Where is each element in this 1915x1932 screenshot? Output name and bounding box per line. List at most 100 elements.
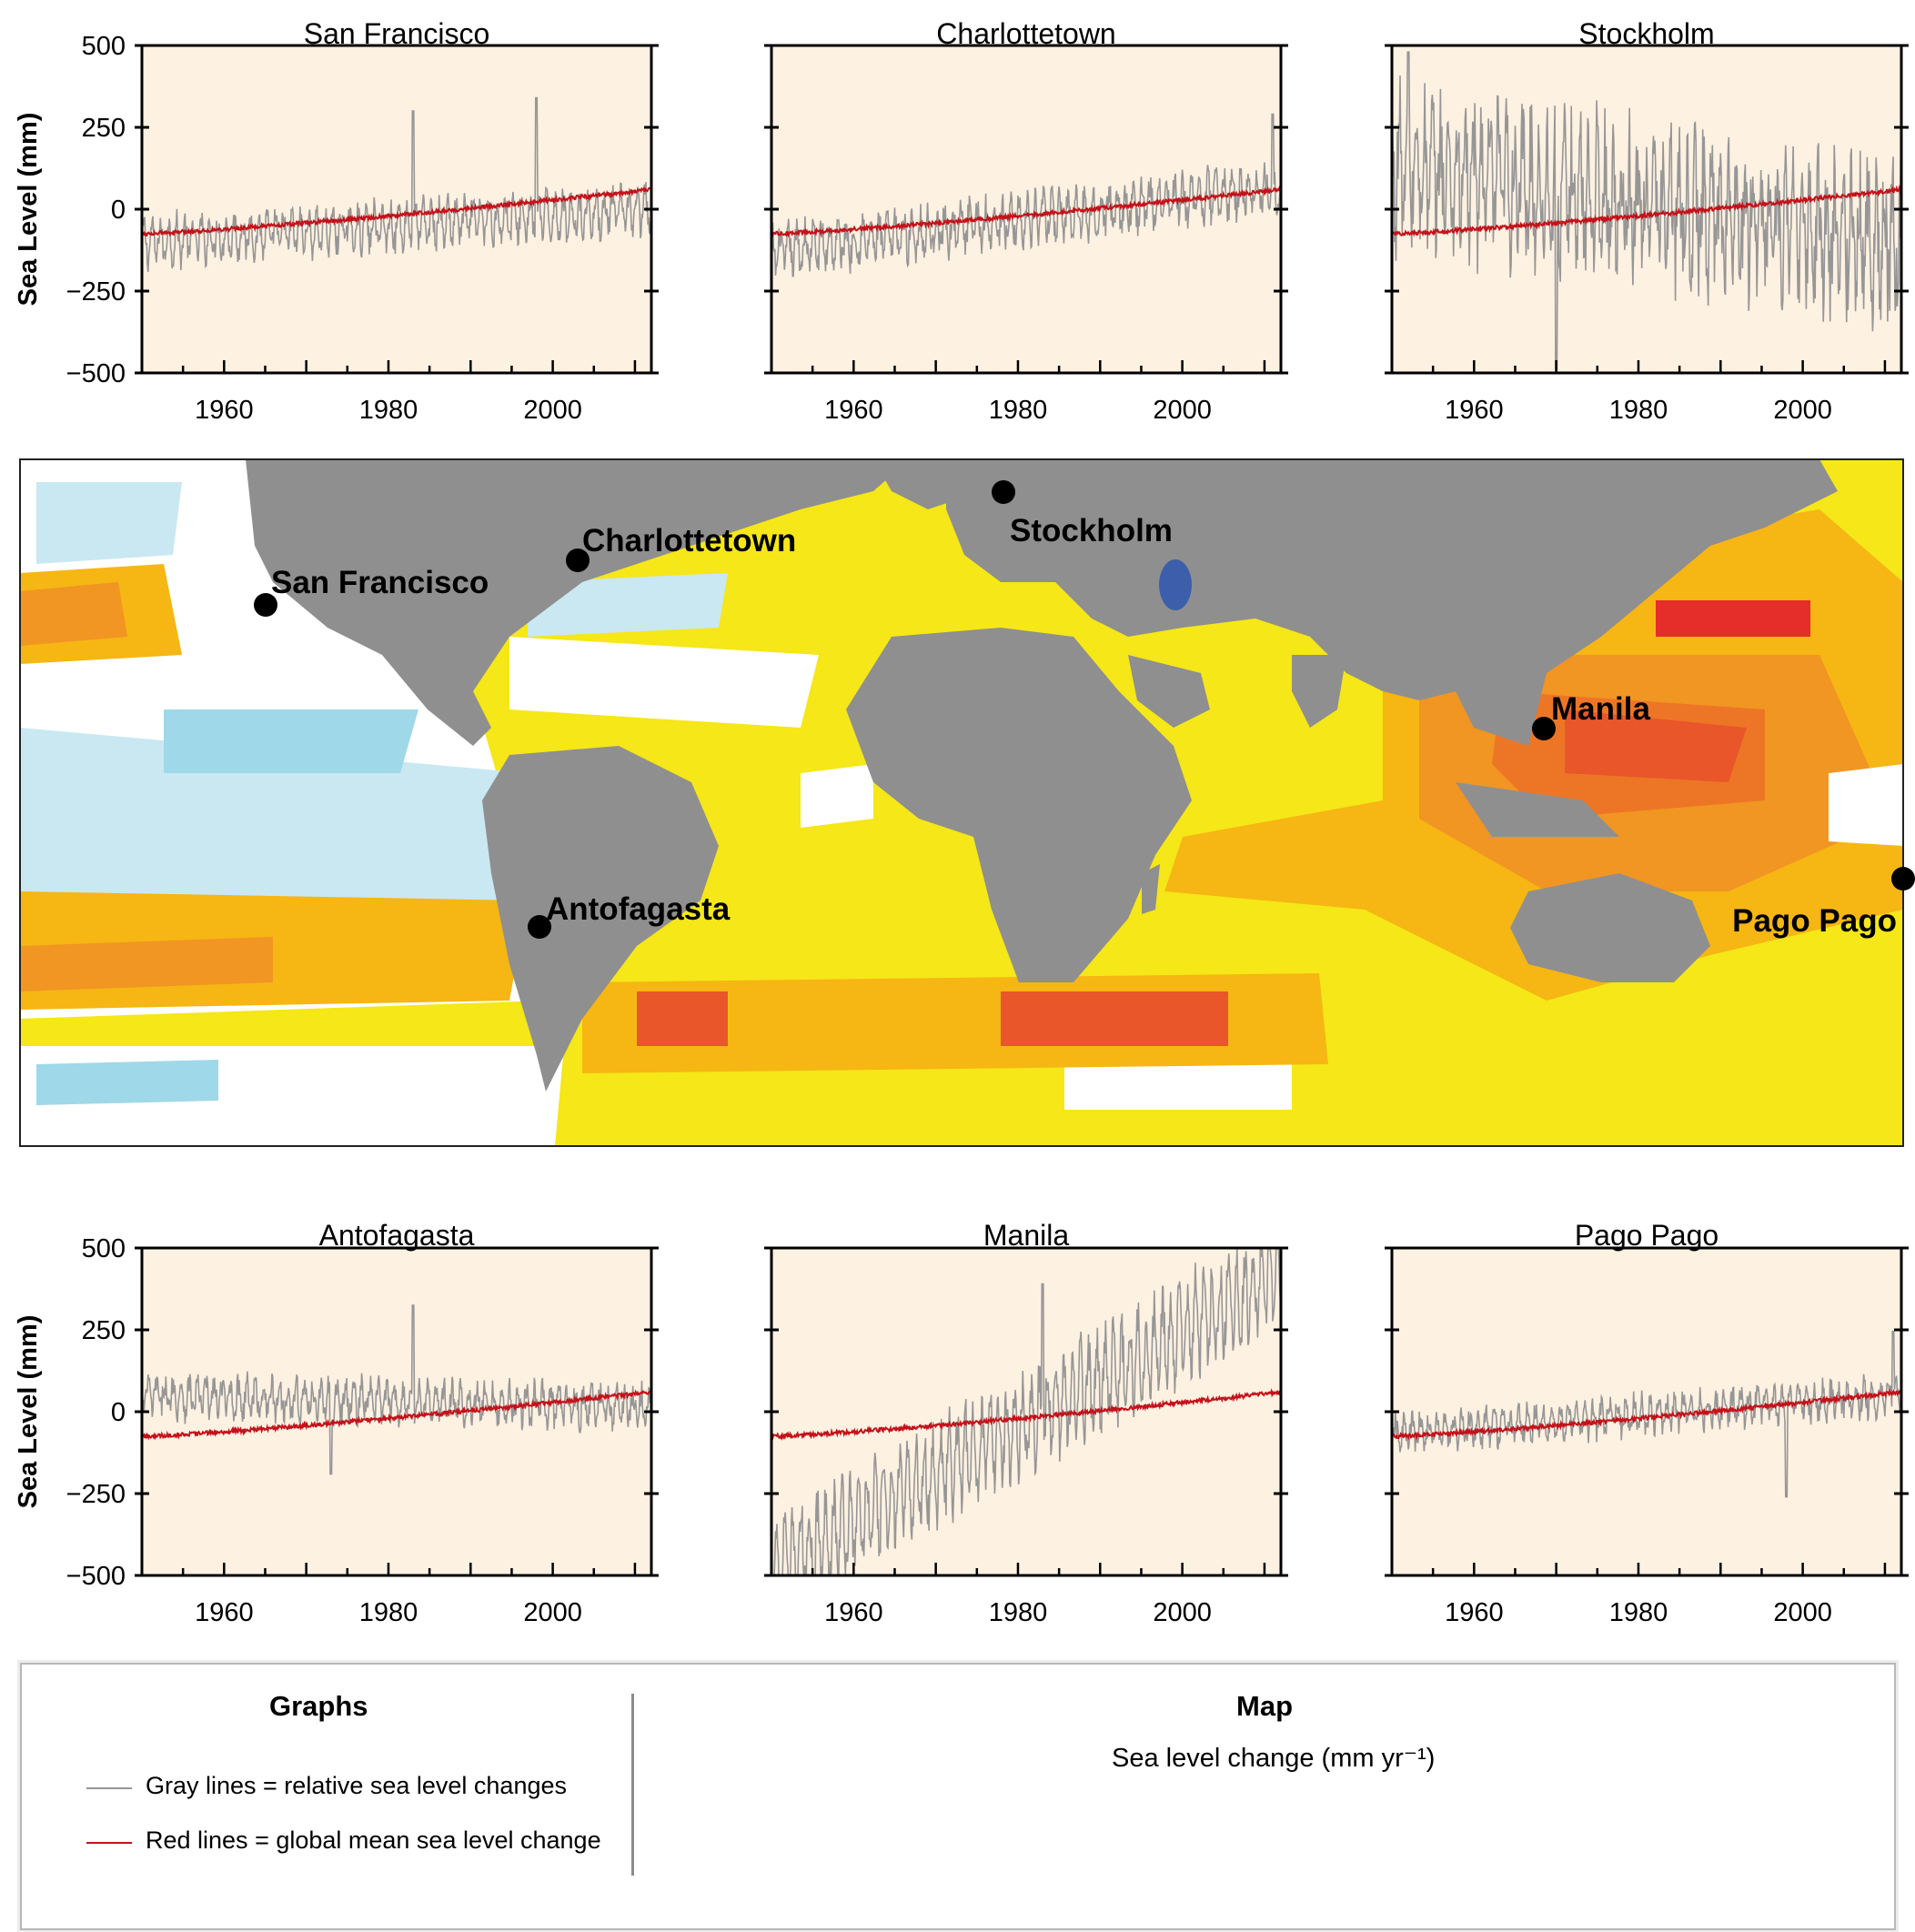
sea-level-region (1829, 764, 1903, 846)
relative-sea-level-line (1392, 51, 1901, 371)
city-marker (1532, 717, 1556, 740)
y-tick-label: 250 (82, 114, 126, 143)
y-tick-label: 500 (82, 32, 126, 61)
y-tick-label: 0 (111, 196, 126, 225)
chart-pago-pago: Pago Pago 1960 1980 2000 (1385, 1219, 1909, 1627)
city-san-francisco: San Francisco (254, 565, 489, 617)
x-tick-label: 1960 (1445, 1598, 1504, 1627)
x-tick-label: 2000 (1153, 396, 1212, 425)
x-tick-label: 2000 (1773, 1598, 1832, 1627)
plot-background (1392, 1248, 1901, 1575)
y-tick-label: −250 (66, 1480, 126, 1509)
relative-sea-level-line (1392, 1331, 1901, 1498)
landmass-madagascar (1142, 864, 1160, 914)
sea-level-region (20, 582, 127, 646)
landmass-australia (1510, 873, 1710, 982)
landmass-south-america (482, 746, 719, 1092)
city-label: Manila (1551, 691, 1650, 727)
chart-title: Pago Pago (1575, 1219, 1718, 1252)
x-tick-label: 1980 (989, 396, 1048, 425)
sea-level-region (528, 573, 728, 637)
city-marker (254, 593, 277, 617)
city-stockholm: Stockholm (992, 480, 1173, 548)
y-tick-label: 0 (111, 1398, 126, 1427)
x-tick-label: 1960 (824, 396, 883, 425)
y-tick-label: 500 (82, 1234, 126, 1263)
x-tick-label: 2000 (1153, 1598, 1212, 1627)
plot-background (142, 45, 651, 373)
city-manila: Manila (1532, 691, 1650, 740)
global-mean-sea-level-line (142, 186, 651, 237)
x-tick-label: 1960 (195, 396, 254, 425)
city-marker (566, 548, 590, 572)
y-tick-label: −500 (66, 1562, 126, 1591)
y-axis-label: Sea Level (mm) (14, 113, 43, 307)
city-label: Pago Pago (1732, 903, 1897, 939)
legend-red-swatch (86, 1842, 132, 1844)
chart-antofagasta: Antofagasta 500 250 0 −250 −500 1960 1980 2000 Se… (14, 1219, 659, 1627)
relative-sea-level-line (771, 113, 1281, 277)
landmass-arabia (1128, 655, 1210, 728)
x-tick-label: 1960 (195, 1598, 254, 1627)
city-antofagasta: Antofagasta (528, 891, 731, 939)
landmass-africa (846, 628, 1192, 982)
x-tick-label: 1980 (1609, 1598, 1668, 1627)
caspian-sea (1159, 559, 1192, 610)
legend-gray-swatch (86, 1787, 132, 1789)
x-tick-label: 1980 (359, 1598, 418, 1627)
global-mean-sea-level-line (1392, 1387, 1901, 1441)
relative-sea-level-line (773, 1248, 1281, 1575)
city-marker (1891, 867, 1915, 891)
city-label: Stockholm (1010, 513, 1173, 548)
city-pago-pago: Pago Pago (1732, 867, 1915, 939)
city-label: Charlottetown (582, 523, 796, 558)
x-tick-label: 1960 (1445, 396, 1504, 425)
landmass-eurasia (946, 459, 1838, 746)
x-tick-label: 1980 (359, 396, 418, 425)
y-axis-label: Sea Level (mm) (14, 1315, 43, 1509)
landmass-north-america (136, 459, 910, 746)
legend-map-heading: Map (1236, 1690, 1293, 1722)
global-mean-sea-level-line (771, 1388, 1281, 1441)
city-label: Antofagasta (546, 891, 731, 927)
city-charlottetown: Charlottetown (566, 523, 796, 572)
x-tick-label: 2000 (523, 396, 582, 425)
chart-title: Antofagasta (319, 1219, 475, 1252)
sea-level-region (637, 991, 728, 1046)
legend-red-label: Red lines = global mean sea level change (146, 1826, 601, 1854)
sea-level-region (1656, 600, 1810, 637)
landmass-indonesia (1456, 782, 1619, 837)
y-tick-label: 250 (82, 1316, 126, 1345)
sea-level-region (164, 709, 418, 773)
x-tick-label: 1960 (824, 1598, 883, 1627)
sea-level-region (1565, 709, 1747, 782)
chart-manila: Manila 1960 1980 2000 (764, 1219, 1288, 1627)
sea-level-region (1001, 991, 1228, 1046)
world-map: San Francisco Charlottetown Stockholm Manil… (19, 458, 1915, 1147)
station-charts: San Francisco 500 250 0 −250 −500 1960 1980 2000… (14, 17, 1909, 1627)
sea-level-region (509, 637, 819, 728)
chart-title: Manila (983, 1219, 1069, 1252)
relative-sea-level-line (142, 96, 651, 272)
global-mean-sea-level-line (771, 186, 1281, 238)
x-tick-label: 1980 (989, 1598, 1048, 1627)
sea-level-region (36, 482, 182, 564)
legend-graphs-heading: Graphs (269, 1690, 368, 1722)
global-mean-sea-level-line (1392, 184, 1901, 237)
city-label: San Francisco (271, 565, 489, 600)
sea-level-region (20, 937, 273, 991)
legend-gray-label: Gray lines = relative sea level changes (146, 1772, 567, 1799)
city-marker (528, 915, 551, 939)
x-tick-label: 2000 (523, 1598, 582, 1627)
y-tick-label: −250 (66, 277, 126, 307)
city-marker (992, 480, 1015, 504)
x-tick-label: 1980 (1609, 396, 1668, 425)
y-tick-label: −500 (66, 359, 126, 388)
x-tick-label: 2000 (1773, 396, 1832, 425)
legend-divider (631, 1694, 634, 1876)
colorbar-title: Sea level change (mm yr⁻¹) (1112, 1744, 1436, 1773)
legend-panel (20, 1663, 1896, 1930)
